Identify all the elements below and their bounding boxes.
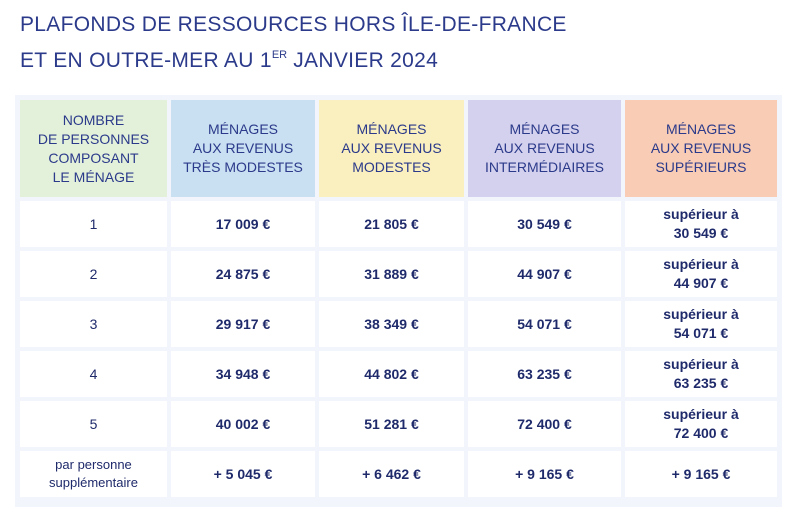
row-extra-superior: + 9 165 €: [625, 451, 777, 497]
row-5-superior: supérieur à 72 400 €: [625, 401, 777, 447]
row-extra-very-modest: + 5 045 €: [171, 451, 315, 497]
title-line-2-prefix: ET EN OUTRE-MER AU 1: [20, 49, 272, 72]
row-3-modest: 38 349 €: [319, 301, 464, 347]
row-3-superior: supérieur à 54 071 €: [625, 301, 777, 347]
row-2-household-size: 2: [20, 251, 167, 297]
row-extra-modest: + 6 462 €: [319, 451, 464, 497]
row-3-intermediate: 54 071 €: [468, 301, 621, 347]
table-grid: NOMBRE DE PERSONNES COMPOSANT LE MÉNAGE …: [20, 100, 777, 497]
title-superscript: ER: [271, 49, 288, 61]
row-5-household-size: 5: [20, 401, 167, 447]
row-extra-person-label: par personne supplémentaire: [20, 451, 167, 497]
row-4-intermediate: 63 235 €: [468, 351, 621, 397]
row-2-intermediate: 44 907 €: [468, 251, 621, 297]
row-1-very-modest: 17 009 €: [171, 201, 315, 247]
header-very-modest: MÉNAGES AUX REVENUS TRÈS MODESTES: [171, 100, 315, 197]
row-1-household-size: 1: [20, 201, 167, 247]
row-5-intermediate: 72 400 €: [468, 401, 621, 447]
row-1-modest: 21 805 €: [319, 201, 464, 247]
row-5-very-modest: 40 002 €: [171, 401, 315, 447]
header-household-size: NOMBRE DE PERSONNES COMPOSANT LE MÉNAGE: [20, 100, 167, 197]
row-2-modest: 31 889 €: [319, 251, 464, 297]
row-4-very-modest: 34 948 €: [171, 351, 315, 397]
row-4-household-size: 4: [20, 351, 167, 397]
title-line-1: PLAFONDS DE RESSOURCES HORS ÎLE-DE-FRANC…: [20, 13, 567, 36]
header-superior: MÉNAGES AUX REVENUS SUPÉRIEURS: [625, 100, 777, 197]
header-intermediate: MÉNAGES AUX REVENUS INTERMÉDIAIRES: [468, 100, 621, 197]
row-2-very-modest: 24 875 €: [171, 251, 315, 297]
row-4-superior: supérieur à 63 235 €: [625, 351, 777, 397]
row-3-household-size: 3: [20, 301, 167, 347]
row-extra-intermediate: + 9 165 €: [468, 451, 621, 497]
title-line-2-suffix: JANVIER 2024: [287, 49, 439, 72]
row-3-very-modest: 29 917 €: [171, 301, 315, 347]
row-4-modest: 44 802 €: [319, 351, 464, 397]
row-1-superior: supérieur à 30 549 €: [625, 201, 777, 247]
title-line-2: ET EN OUTRE-MER AU 1ER JANVIER 2024: [20, 40, 567, 76]
row-5-modest: 51 281 €: [319, 401, 464, 447]
row-1-intermediate: 30 549 €: [468, 201, 621, 247]
page-title: PLAFONDS DE RESSOURCES HORS ÎLE-DE-FRANC…: [20, 10, 567, 76]
header-modest: MÉNAGES AUX REVENUS MODESTES: [319, 100, 464, 197]
row-2-superior: supérieur à 44 907 €: [625, 251, 777, 297]
income-ceiling-table: NOMBRE DE PERSONNES COMPOSANT LE MÉNAGE …: [15, 95, 782, 507]
